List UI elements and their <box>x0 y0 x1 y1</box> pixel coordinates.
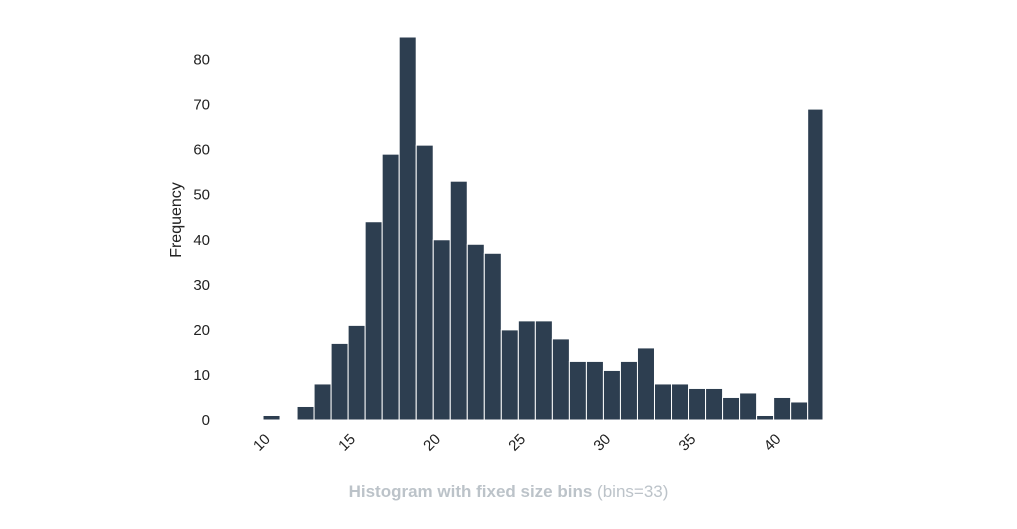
histogram-bar <box>790 401 809 421</box>
histogram-bar <box>807 108 824 421</box>
x-tick-label: 25 <box>505 431 529 455</box>
histogram-bar <box>517 320 536 421</box>
y-axis-ticks: 0 10 20 30 40 50 60 70 80 <box>193 52 210 429</box>
y-tick-label: 50 <box>193 187 210 204</box>
x-tick-label: 40 <box>761 431 785 455</box>
histogram-bar <box>551 338 570 421</box>
histogram-bar <box>619 360 638 421</box>
histogram-bar <box>432 239 451 421</box>
histogram-bar <box>330 342 349 421</box>
histogram-bar <box>466 243 485 421</box>
caption-title: Histogram with fixed size bins <box>348 482 593 501</box>
histogram-bar <box>500 329 519 421</box>
x-axis-ticks: 10 15 20 25 30 35 40 <box>250 431 784 455</box>
histogram-bar <box>568 360 587 421</box>
histogram-bar <box>262 414 281 421</box>
caption-detail: (bins=33) <box>597 482 669 501</box>
histogram-bar <box>671 383 690 421</box>
histogram-bar <box>449 180 468 421</box>
histogram-bar <box>654 383 673 421</box>
histogram-bar <box>688 387 707 421</box>
y-tick-label: 20 <box>193 322 210 339</box>
histogram-bar <box>347 324 366 421</box>
histogram-bar <box>773 396 792 421</box>
x-tick-label: 30 <box>590 431 614 455</box>
histogram-bar <box>313 383 332 421</box>
y-tick-label: 70 <box>193 97 210 114</box>
histogram-bar <box>415 144 434 421</box>
histogram-bar <box>636 347 655 421</box>
histogram-bar <box>483 252 502 421</box>
x-tick-label: 10 <box>250 431 274 455</box>
histogram-bar <box>381 153 400 421</box>
chart-caption: Histogram with fixed size bins (bins=33) <box>0 482 1017 502</box>
x-tick-label: 15 <box>335 431 359 455</box>
histogram-bar <box>756 414 775 421</box>
x-tick-label: 35 <box>676 431 700 455</box>
y-tick-label: 60 <box>193 142 210 159</box>
histogram-bar <box>739 392 758 421</box>
y-tick-label: 30 <box>193 277 210 294</box>
histogram-bar <box>602 369 621 421</box>
y-axis-title: Frequency <box>168 182 185 258</box>
histogram-bars <box>262 36 824 421</box>
histogram-bar <box>705 387 724 421</box>
y-tick-label: 40 <box>193 232 210 249</box>
y-tick-label: 0 <box>202 412 210 429</box>
histogram-bar <box>364 221 383 421</box>
histogram-bar <box>534 320 553 421</box>
histogram-bar <box>398 36 417 421</box>
x-tick-label: 20 <box>420 431 444 455</box>
histogram-bar <box>296 405 315 421</box>
histogram-bar <box>722 396 741 421</box>
histogram-bar <box>585 360 604 421</box>
y-tick-label: 80 <box>193 52 210 69</box>
y-tick-label: 10 <box>193 367 210 384</box>
